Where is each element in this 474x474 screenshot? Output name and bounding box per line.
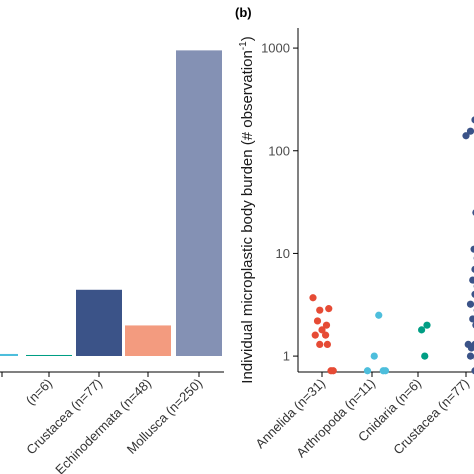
point-2-1 [375, 311, 383, 319]
bar-5 [176, 50, 222, 356]
category-label-2: (n=6) [23, 376, 55, 408]
bar-3 [76, 289, 122, 356]
panel-a-x-ticks [1, 372, 200, 377]
y-tick-label-4: 1000 [261, 41, 290, 56]
point-3-1 [423, 321, 431, 329]
point-4-1 [462, 132, 470, 140]
category-label-4: Echinodermata (n=48) [52, 376, 154, 474]
point-3-3 [421, 352, 429, 360]
point-1-2 [316, 306, 324, 314]
point-2-3 [363, 367, 372, 375]
point-4-12 [469, 276, 474, 284]
point-4-17 [466, 300, 474, 308]
point-1-1 [309, 294, 317, 302]
y-tick-label-2: 10 [276, 246, 290, 261]
point-4-25 [471, 340, 474, 348]
point-1-12 [329, 367, 337, 375]
point-1-6 [318, 326, 326, 334]
y-axis-title-end: ) [239, 36, 256, 41]
category-label-1: ) [0, 376, 2, 390]
y-tick-label-3: 100 [268, 143, 290, 158]
bar-4 [125, 325, 171, 356]
point-2-2 [370, 352, 378, 360]
bar-2 [26, 354, 72, 356]
point-4-31 [471, 367, 474, 375]
point-1-7 [311, 331, 319, 339]
point-4-28 [466, 352, 474, 360]
point-1-5 [322, 321, 331, 329]
panel-b-points [309, 116, 474, 375]
panel-a-category-labels: ) (n=6)Crustacea (n=77)Echinodermata (n=4… [0, 376, 205, 474]
panel-b: (b) Individual microplastic body burden … [235, 5, 474, 460]
panel-a: ) (n=6)Crustacea (n=77)Echinodermata (n=4… [0, 50, 224, 474]
y-tick-label-1: 1 [283, 349, 290, 364]
panel-b-y-axis-title: Individual microplastic body burden (# o… [238, 36, 256, 383]
point-4-10 [471, 265, 474, 273]
point-4-3 [471, 116, 474, 124]
panel-b-label: (b) [235, 5, 252, 20]
point-4-20 [469, 315, 474, 323]
point-1-10 [323, 340, 331, 348]
point-1-3 [325, 305, 333, 313]
panel-b-y-ticks: 1 10 100 1000 [261, 41, 298, 364]
point-4-7 [470, 245, 474, 253]
panel-b-x-ticks [321, 372, 467, 377]
point-1-9 [316, 340, 324, 348]
point-3-2 [418, 326, 426, 334]
point-1-8 [322, 331, 330, 339]
y-axis-title-superscript: -1 [238, 41, 249, 50]
bar-1 [0, 353, 18, 356]
panel-b-category-labels: Annelida (n=31)Arthropoda (n=11)Cnidaria… [252, 376, 472, 461]
point-1-4 [313, 317, 322, 325]
point-2-5 [381, 367, 390, 375]
y-axis-title-main: Individual microplastic body burden (# o… [239, 50, 256, 384]
point-4-15 [471, 290, 474, 298]
panel-a-bars [0, 50, 222, 356]
point-4-2 [466, 127, 474, 135]
